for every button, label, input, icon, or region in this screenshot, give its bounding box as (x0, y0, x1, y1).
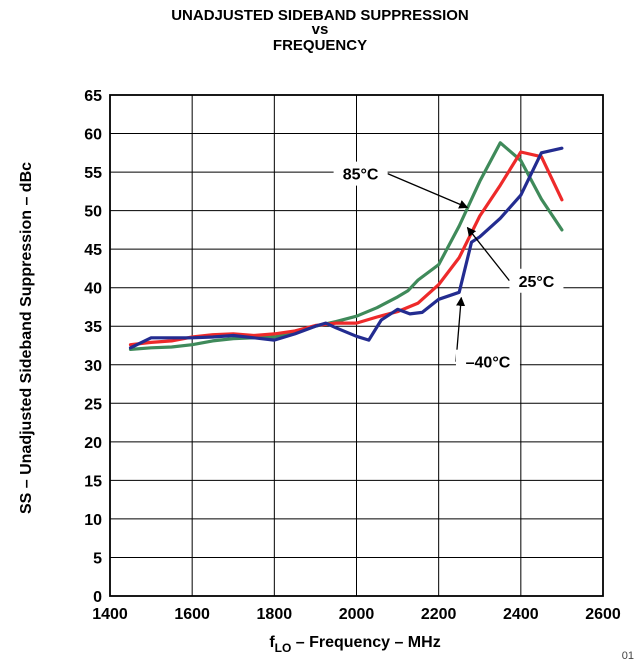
y-tick-label: 50 (84, 204, 102, 221)
y-tick-label: 30 (84, 358, 102, 375)
x-axis-label: fLO – Frequency – MHz (269, 634, 440, 655)
annotation-arrow (466, 226, 510, 282)
chart-title-line3: FREQUENCY (272, 37, 368, 54)
annotation-box (509, 268, 564, 293)
x-tick-label: 2600 (585, 606, 621, 623)
y-tick-label: 5 (93, 550, 102, 567)
x-tick-label: 2200 (421, 606, 457, 623)
y-tick-label: 45 (84, 242, 102, 259)
y-tick-label: 15 (84, 473, 102, 490)
chart-title-line1: UNADJUSTED SIDEBAND SUPPRESSION (171, 7, 469, 24)
corner-mark: 01 (621, 650, 634, 662)
y-tick-label: 35 (84, 319, 102, 336)
x-tick-label: 1600 (174, 606, 210, 623)
x-tick-label: 1800 (257, 606, 293, 623)
y-tick-label: 10 (84, 512, 102, 529)
annotation-label: 85°C (343, 167, 379, 184)
x-tick-label: 2400 (503, 606, 539, 623)
x-axis-label-rest: – Frequency – MHz (291, 634, 440, 651)
x-tick-labels: 1400 1600 1800 2000 2200 2400 2600 (92, 606, 621, 623)
y-tick-label: 25 (84, 396, 102, 413)
y-tick-label: 40 (84, 281, 102, 298)
y-tick-label: 65 (84, 88, 102, 105)
y-tick-label: 60 (84, 127, 102, 144)
annotation-box (455, 349, 520, 374)
y-axis-label: SS – Unadjusted Sideband Suppression – d… (18, 162, 35, 514)
x-axis-label-main: f (269, 634, 275, 651)
annotation-arrow (387, 173, 469, 209)
annotation-label: 25°C (519, 274, 555, 291)
chart-title-line2: vs (311, 21, 329, 38)
plot-frame (109, 94, 604, 597)
x-tick-label: 2000 (339, 606, 375, 623)
series-line-0 (128, 141, 564, 351)
annotation-label: –40°C (466, 355, 511, 372)
x-tick-label: 1400 (92, 606, 128, 623)
x-axis-label-sub: LO (275, 641, 292, 655)
y-tick-label: 0 (93, 589, 102, 606)
y-tick-label: 55 (84, 165, 102, 182)
annotations: 85°C 25°C –40°C (333, 161, 564, 374)
series-lines (128, 141, 564, 351)
series-line-2 (128, 146, 564, 350)
y-tick-labels: 0 5 10 15 20 25 30 35 40 45 50 55 60 65 (84, 88, 102, 606)
y-tick-label: 20 (84, 435, 102, 452)
annotation-box (333, 161, 388, 186)
